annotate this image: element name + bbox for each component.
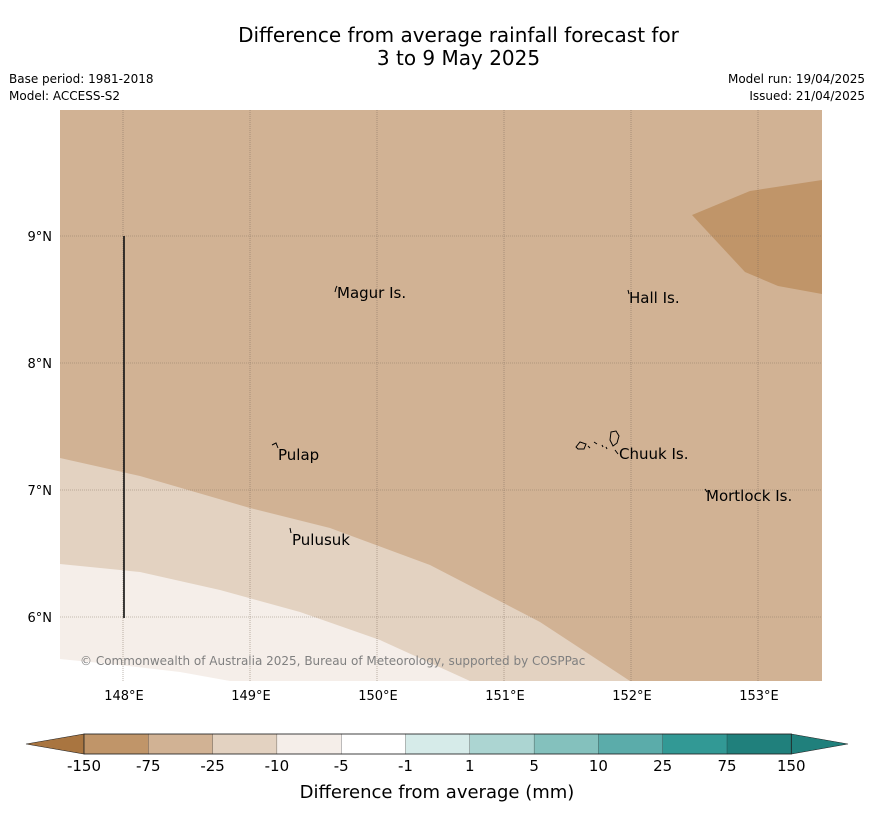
place-hall: Hall Is. xyxy=(629,289,680,307)
colorbar-tick-label: -25 xyxy=(200,757,225,775)
island-outlines xyxy=(271,285,708,534)
colorbar-extend-low xyxy=(25,733,85,755)
colorbar-segment xyxy=(726,733,792,755)
model-name: Model: ACCESS-S2 xyxy=(9,89,121,103)
magur-island-shape xyxy=(334,285,338,293)
rainfall-band-m1-p1 xyxy=(60,659,230,681)
colorbar-tick-label: 10 xyxy=(589,757,608,775)
lon-label: 150°E xyxy=(358,689,398,704)
meta-right: Model run: 19/04/2025 Issued: 21/04/2025 xyxy=(728,71,865,105)
place-mortlock: Mortlock Is. xyxy=(706,487,792,505)
graticule xyxy=(60,110,822,681)
map-title-line1: Difference from average rainfall forecas… xyxy=(238,23,679,47)
colorbar-tick-label: -10 xyxy=(265,757,290,775)
colorbar-segment xyxy=(662,733,728,755)
map-plot-area: Magur Is. Hall Is. Pulap Chuuk Is. Mortl… xyxy=(60,110,822,681)
colorbar-tick-label: -150 xyxy=(67,757,101,775)
colorbar-segment xyxy=(276,733,342,755)
lat-label: 7°N xyxy=(28,484,53,499)
rainfall-band-m5-m1 xyxy=(60,564,470,681)
meta-left: Base period: 1981-2018 Model: ACCESS-S2 xyxy=(9,71,154,105)
base-period: Base period: 1981-2018 xyxy=(9,72,154,86)
lon-labels: 148°E 149°E 150°E 151°E 152°E 153°E xyxy=(104,689,779,704)
colorbar-segment xyxy=(341,733,407,755)
place-magur: Magur Is. xyxy=(337,284,406,302)
map-title-line2: 3 to 9 May 2025 xyxy=(376,46,541,70)
colorbar-tick-label: -5 xyxy=(334,757,349,775)
lat-labels: 9°N 8°N 7°N 6°N xyxy=(28,230,53,626)
lat-label: 6°N xyxy=(28,611,53,626)
model-run: Model run: 19/04/2025 xyxy=(727,72,865,86)
mortlock-island-shape xyxy=(704,488,708,493)
place-pulusuk: Pulusuk xyxy=(292,531,350,549)
colorbar-extend-high xyxy=(790,733,849,755)
rainfall-band-m75-m25 xyxy=(692,180,822,294)
colorbar-tick-label: -75 xyxy=(136,757,161,775)
colorbar-tick-label: 1 xyxy=(465,757,475,775)
place-chuuk: Chuuk Is. xyxy=(619,445,688,463)
colorbar-segment xyxy=(533,733,600,755)
colorbar-tick-label: 150 xyxy=(777,757,806,775)
lon-label: 148°E xyxy=(104,689,144,704)
lon-label: 153°E xyxy=(739,689,779,704)
place-pulap: Pulap xyxy=(278,446,319,464)
colorbar: -150 -75 -25 -10 -5 -1 1 5 10 25 75 150 xyxy=(25,733,849,775)
colorbar-title: Difference from average (mm) xyxy=(300,782,575,803)
colorbar-segment xyxy=(212,733,278,755)
colorbar-segment xyxy=(598,733,664,755)
colorbar-outline xyxy=(83,733,792,755)
lon-label: 149°E xyxy=(231,689,271,704)
colorbar-segment xyxy=(148,733,214,755)
copyright-notice: © Commonwealth of Australia 2025, Bureau… xyxy=(80,654,585,668)
colorbar-tick-label: 25 xyxy=(653,757,672,775)
chuuk-islands-shape xyxy=(575,430,620,455)
colorbar-segment xyxy=(405,733,471,755)
hall-island-shape xyxy=(627,289,630,295)
pulusuk-island-shape xyxy=(289,527,292,534)
pulap-island-shape xyxy=(271,442,279,449)
lon-label: 151°E xyxy=(485,689,525,704)
colorbar-segment xyxy=(469,733,535,755)
colorbar-tick-label: 5 xyxy=(529,757,539,775)
lat-label: 8°N xyxy=(28,357,53,372)
colorbar-tick-label: -1 xyxy=(398,757,413,775)
colorbar-segment xyxy=(83,733,149,755)
colorbar-tick-label: 75 xyxy=(717,757,736,775)
issued-date: Issued: 21/04/2025 xyxy=(749,89,865,103)
lat-label: 9°N xyxy=(28,230,53,245)
lon-label: 152°E xyxy=(612,689,652,704)
